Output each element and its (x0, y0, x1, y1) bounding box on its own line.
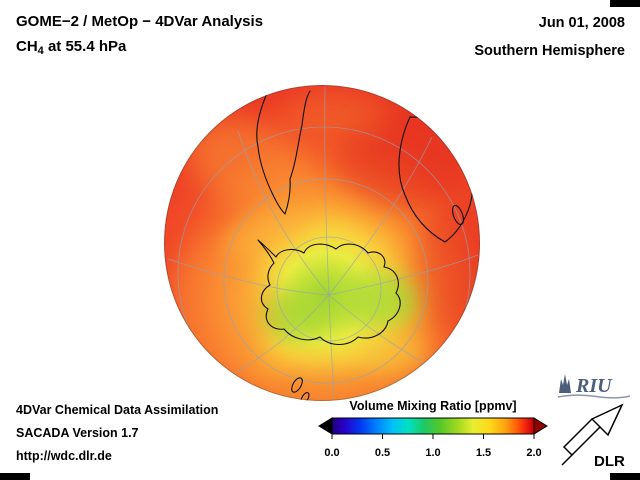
globe-limb (164, 85, 480, 401)
colorbar-tick-label: 1.0 (425, 447, 441, 459)
colorbar-title: Volume Mixing Ratio [ppmv] (349, 399, 517, 413)
date-label: Jun 01, 2008 (538, 15, 625, 31)
corner-mark-top-right (610, 0, 640, 7)
coastline-south-america (256, 90, 311, 215)
colorbar: Volume Mixing Ratio [ppmv] (318, 399, 548, 461)
hemisphere-map (164, 85, 480, 401)
colorbar-tick-marks (331, 434, 535, 439)
coastline-antarctica (257, 239, 401, 346)
colorbar-tick-label: 1.5 (475, 447, 492, 459)
colorbar-tick-label: 2.0 (526, 447, 542, 459)
credit-line-version: SACADA Version 1.7 (16, 426, 139, 440)
corner-mark-bottom-right (610, 473, 640, 480)
coastline-new-zealand (291, 377, 303, 393)
riu-underline (557, 394, 631, 399)
hemisphere-map-svg (164, 85, 480, 401)
pressure-level-label: at 55.4 hPa (43, 38, 127, 55)
colorbar-tick-label: 0.0 (324, 447, 340, 459)
field-texture (172, 90, 480, 401)
hemisphere-label: Southern Hemisphere (474, 43, 625, 59)
colorbar-scale (318, 417, 548, 439)
riu-logo: RIU (556, 371, 632, 406)
credits-block: 4DVar Chemical Data Assimilation SACADA … (16, 399, 218, 468)
colorbar-gradient (331, 417, 535, 435)
colorbar-over-arrow (533, 417, 548, 435)
corner-mark-bottom-left (0, 473, 30, 480)
figure-title-line1: GOME−2 / MetOp − 4DVar Analysis (16, 13, 264, 30)
coastline-madagascar (452, 204, 464, 226)
colorbar-tick-labels: 0.0 0.5 1.0 1.5 2.0 (318, 447, 548, 461)
riu-wordmark: RIU (575, 375, 613, 397)
dlr-logo: DLR (560, 403, 630, 474)
figure-title-block: GOME−2 / MetOp − 4DVar Analysis CH4 at 5… (16, 9, 263, 64)
coastline-new-zealand-south (300, 392, 310, 401)
credit-line-url: http://wdc.dlr.de (16, 449, 112, 463)
colorbar-tick-label: 0.5 (374, 447, 391, 459)
dlr-wordmark: DLR (594, 453, 625, 469)
figure-title-line2: CH4 at 55.4 hPa (16, 34, 263, 64)
date-block: Jun 01, 2008 Southern Hemisphere (474, 9, 625, 65)
species-label: CH (16, 38, 38, 55)
species-subscript: 4 (37, 45, 44, 57)
credit-line-assimilation: 4DVar Chemical Data Assimilation (16, 403, 219, 417)
dlr-wings-icon (561, 403, 624, 466)
colorbar-under-arrow (318, 417, 333, 435)
riu-cathedral-icon (559, 374, 571, 393)
